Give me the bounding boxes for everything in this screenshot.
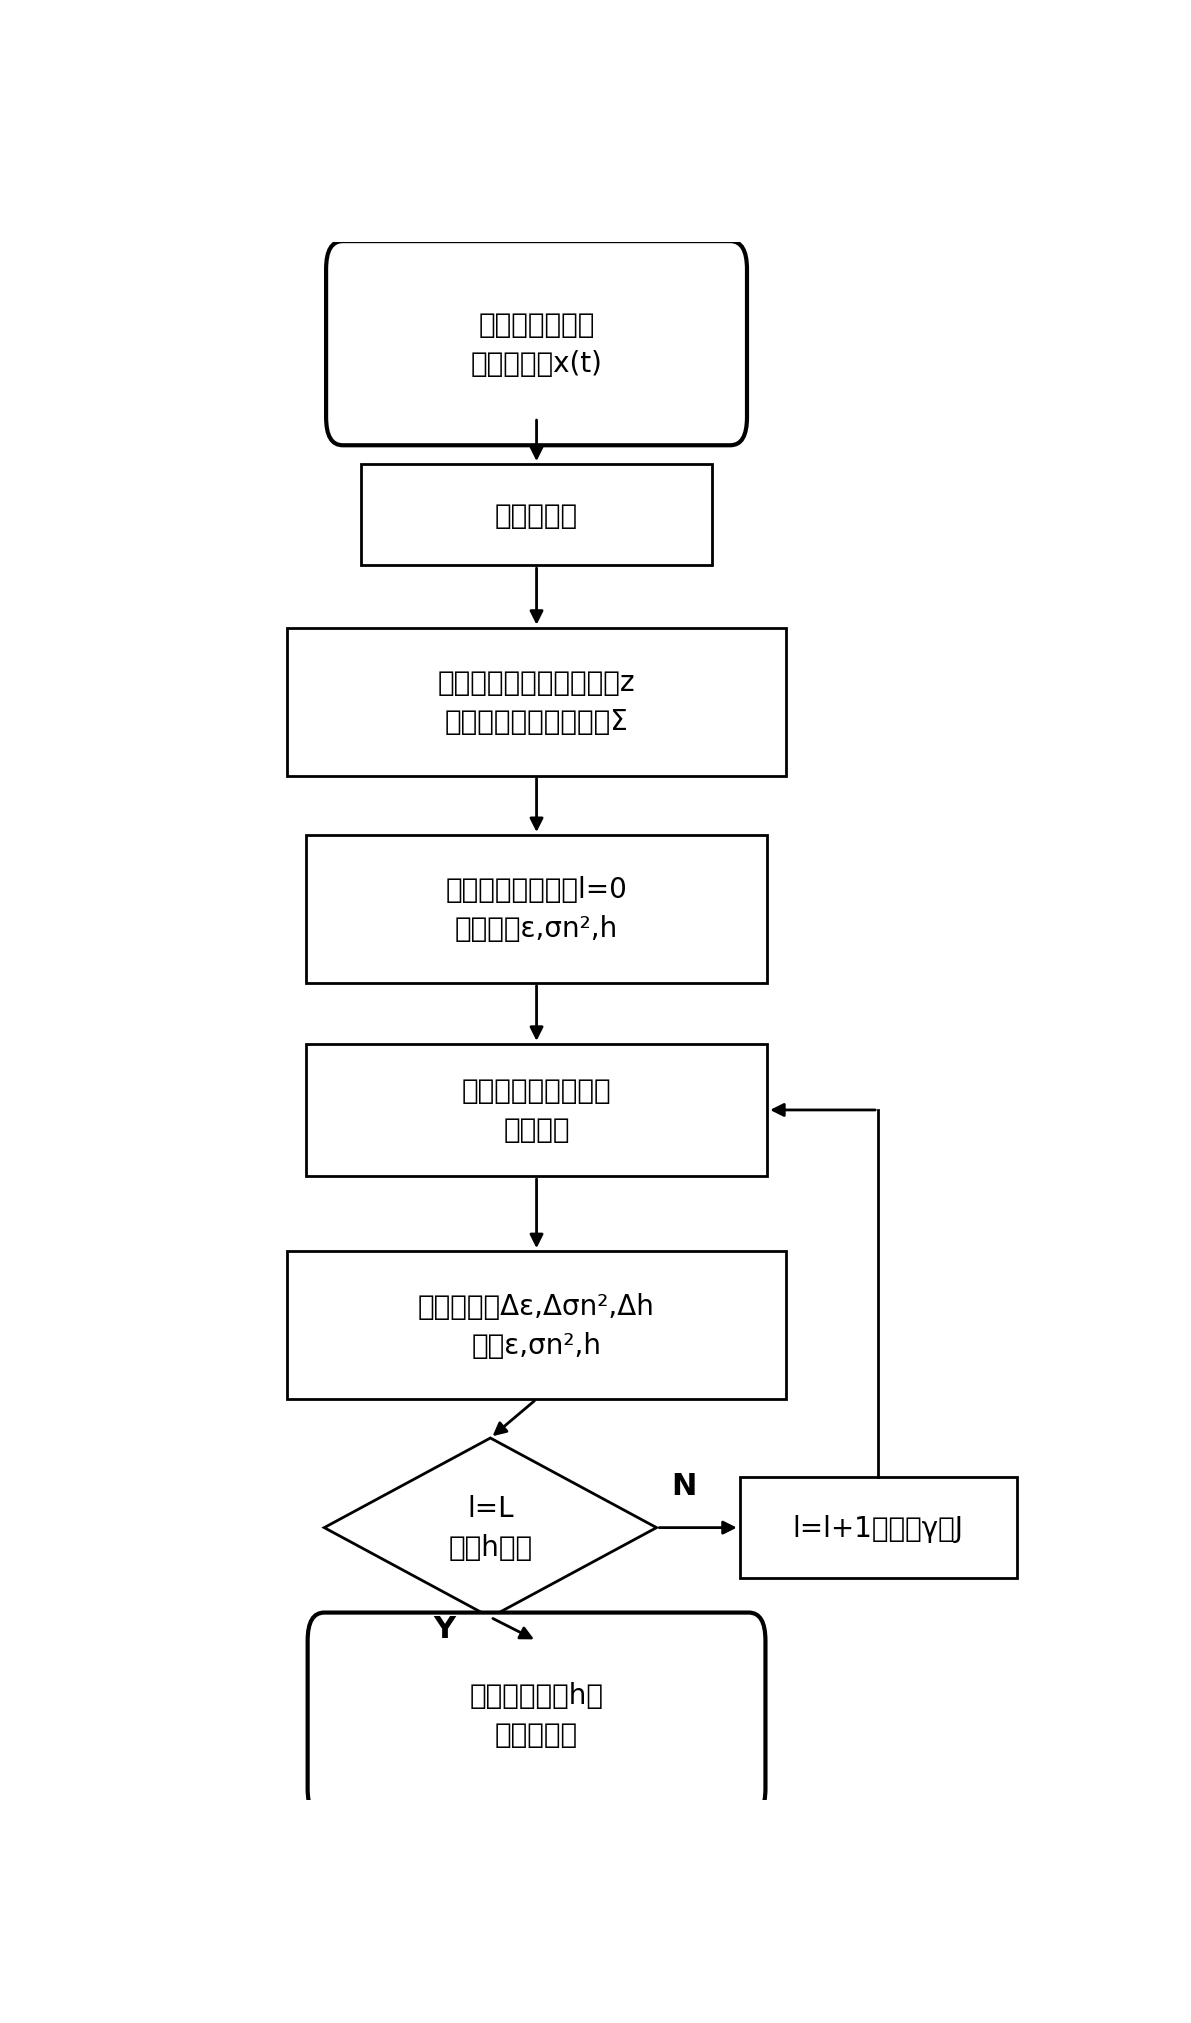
Text: 利用解得的Δε,Δσn²,Δh
更新ε,σn²,h: 利用解得的Δε,Δσn²,Δh 更新ε,σn²,h: [418, 1293, 655, 1359]
FancyBboxPatch shape: [287, 629, 786, 777]
FancyBboxPatch shape: [306, 835, 767, 983]
FancyBboxPatch shape: [326, 243, 747, 445]
Text: l=l+1，更新γ，J: l=l+1，更新γ，J: [792, 1513, 964, 1542]
FancyBboxPatch shape: [307, 1612, 766, 1817]
Text: Y: Y: [434, 1614, 455, 1643]
FancyBboxPatch shape: [740, 1477, 1017, 1578]
FancyBboxPatch shape: [306, 1044, 767, 1177]
Text: 构造均匀虚拟阵数据向量z
及模型噪声协方差矩阵Σ: 构造均匀虚拟阵数据向量z 及模型噪声协方差矩阵Σ: [438, 670, 635, 736]
Text: 解线性等式约束最小
二乘问题: 解线性等式约束最小 二乘问题: [462, 1076, 611, 1143]
Text: N: N: [672, 1471, 697, 1499]
Polygon shape: [324, 1438, 656, 1618]
FancyBboxPatch shape: [287, 1252, 786, 1400]
Text: 设置迭代计数变量l=0
，初始化ε,σn²,h: 设置迭代计数变量l=0 ，初始化ε,σn²,h: [445, 876, 628, 943]
Text: 根据零化系数h计
算来波方向: 根据零化系数h计 算来波方向: [469, 1681, 604, 1748]
Text: 数据预处理: 数据预处理: [495, 502, 578, 530]
Text: l=L
，或h收敛: l=L ，或h收敛: [448, 1495, 532, 1562]
Text: 互质阵布阵并接
收阵列数据x(t): 互质阵布阵并接 收阵列数据x(t): [470, 310, 603, 378]
FancyBboxPatch shape: [361, 465, 712, 566]
